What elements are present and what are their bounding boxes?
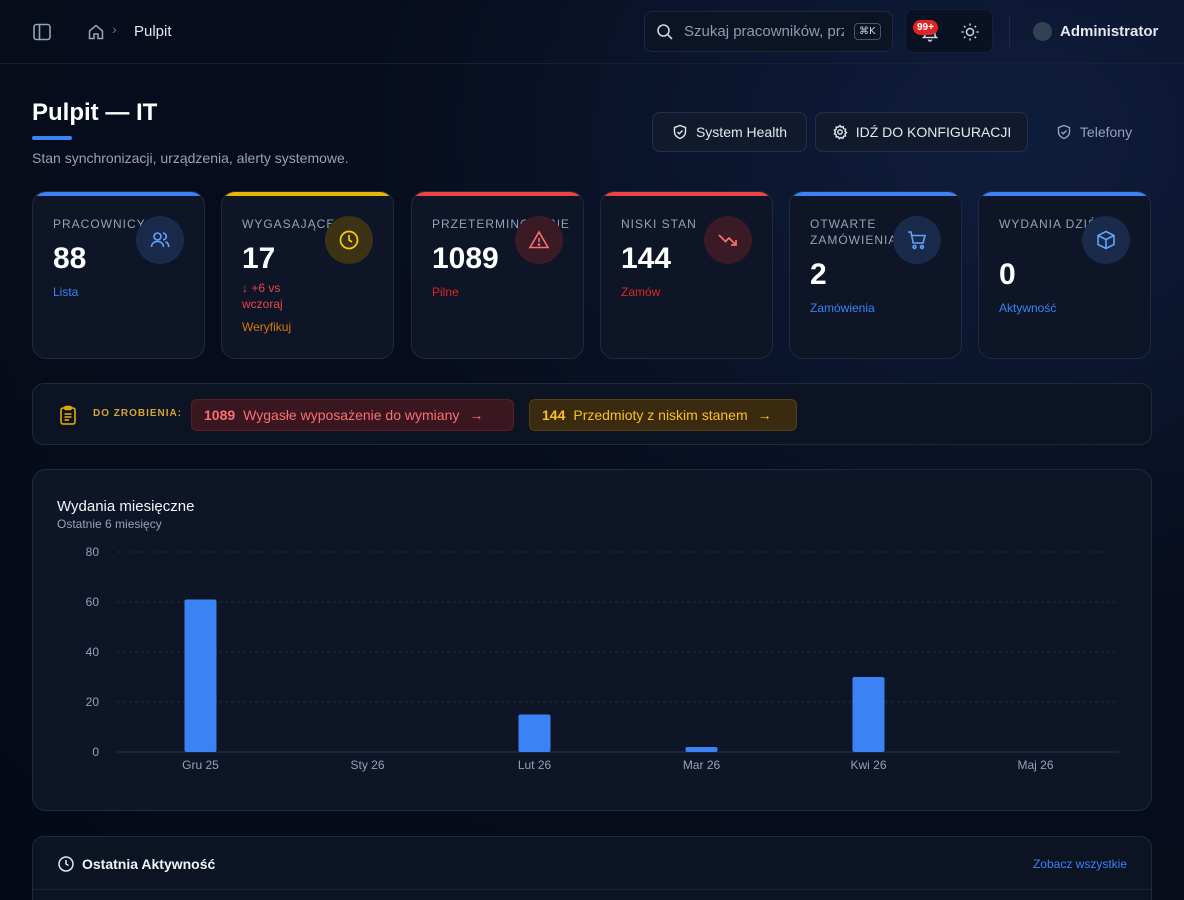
card-link[interactable]: Aktywność — [999, 301, 1057, 315]
clock-icon — [325, 216, 373, 264]
users-icon — [136, 216, 184, 264]
x-tick-label: Mar 26 — [683, 758, 721, 772]
breadcrumb-current: Pulpit — [134, 23, 172, 40]
page-title: Pulpit — IT — [32, 99, 158, 126]
arrow-right-icon: → — [469, 407, 484, 423]
stat-card-employees[interactable]: PRACOWNICY 88 Lista — [32, 191, 205, 359]
card-value: 17 — [242, 242, 276, 275]
activity-title: Ostatnia Aktywność — [82, 856, 216, 872]
todo-bar: DO ZROBIENIA: 1089 Wygasłe wyposażenie d… — [32, 383, 1152, 445]
todo-text: Wygasłe wyposażenie do wymiany — [243, 407, 460, 423]
card-label: OTWARTE ZAMÓWIENIA — [810, 217, 898, 247]
chart-subtitle: Ostatnie 6 miesięcy — [57, 517, 162, 531]
card-link[interactable]: Weryfikuj — [242, 320, 292, 334]
bar[interactable] — [184, 599, 217, 753]
card-value: 2 — [810, 258, 827, 291]
phones-button[interactable]: Telefony — [1036, 112, 1152, 152]
x-tick-label: Gru 25 — [182, 758, 219, 772]
stat-card-issued-today[interactable]: WYDANIA DZIŚ 0 Aktywność — [978, 191, 1151, 359]
y-tick-label: 40 — [86, 645, 100, 659]
arrow-right-icon: → — [757, 407, 772, 423]
bar[interactable] — [852, 677, 885, 752]
trending-down-icon — [704, 216, 752, 264]
stat-card-low-stock[interactable]: NISKI STAN 144 Zamów — [600, 191, 773, 359]
shield-check-icon — [1057, 124, 1071, 140]
card-accent-line — [222, 192, 393, 196]
card-label: NISKI STAN — [621, 217, 697, 231]
card-accent-line — [412, 192, 583, 196]
bar-chart: 0 20 40 60 80 Gru 25 Sty 26 Lut 26 Mar 26 Kwi 26 M… — [86, 545, 1119, 772]
card-link[interactable]: Zamów — [621, 285, 661, 299]
bar[interactable] — [685, 747, 718, 752]
y-tick-label: 20 — [86, 695, 100, 709]
todo-expired-equipment[interactable]: 1089 Wygasłe wyposażenie do wymiany → — [191, 399, 514, 431]
card-link[interactable]: Lista — [53, 285, 79, 299]
stat-card-overdue[interactable]: PRZETERMINOWANE 1089 Pilne — [411, 191, 584, 359]
topbar-divider — [1009, 16, 1010, 48]
card-link[interactable]: Zamówienia — [810, 301, 875, 315]
card-value: 88 — [53, 242, 87, 275]
monthly-issues-chart-panel: 0 20 40 60 80 Gru 25 Sty 26 Lut 26 Mar 26 Kwi 26 M… — [32, 469, 1152, 811]
card-value: 1089 — [432, 242, 499, 275]
todo-low-stock[interactable]: 144 Przedmioty z niskim stanem → — [529, 399, 797, 431]
activity-divider — [33, 889, 1151, 890]
system-health-label: System Health — [695, 124, 788, 140]
bar[interactable] — [518, 714, 551, 753]
stat-card-expiring[interactable]: WYGASAJĄCE 17 ↓ +6 vs wczoraj Weryfikuj — [221, 191, 394, 359]
card-accent-line — [979, 192, 1150, 196]
alert-triangle-icon — [515, 216, 563, 264]
card-value: 144 — [621, 242, 672, 275]
card-label: PRACOWNICY — [53, 217, 146, 231]
system-health-button[interactable]: System Health — [652, 112, 807, 152]
home-icon[interactable] — [87, 23, 105, 41]
x-tick-label: Kwi 26 — [850, 758, 886, 772]
theme-toggle-sun-icon[interactable] — [960, 22, 980, 42]
top-bar: › Pulpit ⌘K 99+ Administrator — [0, 0, 1184, 64]
clipboard-icon — [60, 405, 76, 425]
card-label: WYGASAJĄCE — [242, 217, 336, 231]
topbar-actions: 99+ — [905, 9, 993, 53]
card-value: 0 — [999, 258, 1016, 291]
card-label: WYDANIA DZIŚ — [999, 217, 1098, 231]
card-link[interactable]: Pilne — [432, 285, 459, 299]
user-menu[interactable]: Administrator — [1033, 22, 1158, 41]
todo-label: DO ZROBIENIA: — [93, 408, 183, 419]
config-button[interactable]: IDŹ DO KONFIGURACJI — [815, 112, 1028, 152]
gear-icon — [833, 124, 848, 140]
user-name: Administrator — [1060, 23, 1159, 40]
title-underline — [32, 136, 72, 140]
card-accent-line — [790, 192, 961, 196]
recent-activity-panel: Ostatnia Aktywność Zobacz wszystkie — [32, 836, 1152, 900]
shield-icon — [673, 124, 687, 140]
avatar — [1033, 22, 1052, 41]
notifications-badge: 99+ — [913, 20, 938, 35]
chart-title: Wydania miesięczne — [57, 498, 195, 515]
search-icon — [657, 23, 673, 40]
todo-count: 1089 — [204, 407, 236, 423]
y-tick-label: 80 — [86, 545, 100, 559]
see-all-link[interactable]: Zobacz wszystkie — [1032, 857, 1127, 871]
stat-card-open-orders[interactable]: OTWARTE ZAMÓWIENIA 2 Zamówienia — [789, 191, 962, 359]
y-tick-label: 0 — [92, 745, 99, 759]
page-subtitle: Stan synchronizacji, urządzenia, alerty … — [32, 150, 349, 166]
card-trend: ↓ +6 vs wczoraj — [242, 281, 283, 311]
y-tick-label: 60 — [86, 595, 100, 609]
breadcrumb-separator: › — [112, 21, 117, 37]
clock-icon — [58, 856, 74, 872]
card-accent-line — [601, 192, 772, 196]
x-tick-label: Maj 26 — [1017, 758, 1053, 772]
search-box[interactable]: ⌘K — [644, 11, 893, 52]
search-input[interactable] — [684, 23, 844, 40]
package-icon — [1082, 216, 1130, 264]
config-label: IDŹ DO KONFIGURACJI — [855, 124, 1012, 140]
phones-label: Telefony — [1079, 124, 1133, 140]
todo-text: Przedmioty z niskim stanem — [573, 407, 748, 423]
cart-icon — [893, 216, 941, 264]
card-accent-line — [33, 192, 204, 196]
sidebar-toggle-icon[interactable] — [30, 20, 54, 44]
search-shortcut: ⌘K — [854, 23, 881, 40]
todo-count: 144 — [542, 407, 566, 423]
x-tick-label: Lut 26 — [518, 758, 552, 772]
x-tick-label: Sty 26 — [350, 758, 384, 772]
